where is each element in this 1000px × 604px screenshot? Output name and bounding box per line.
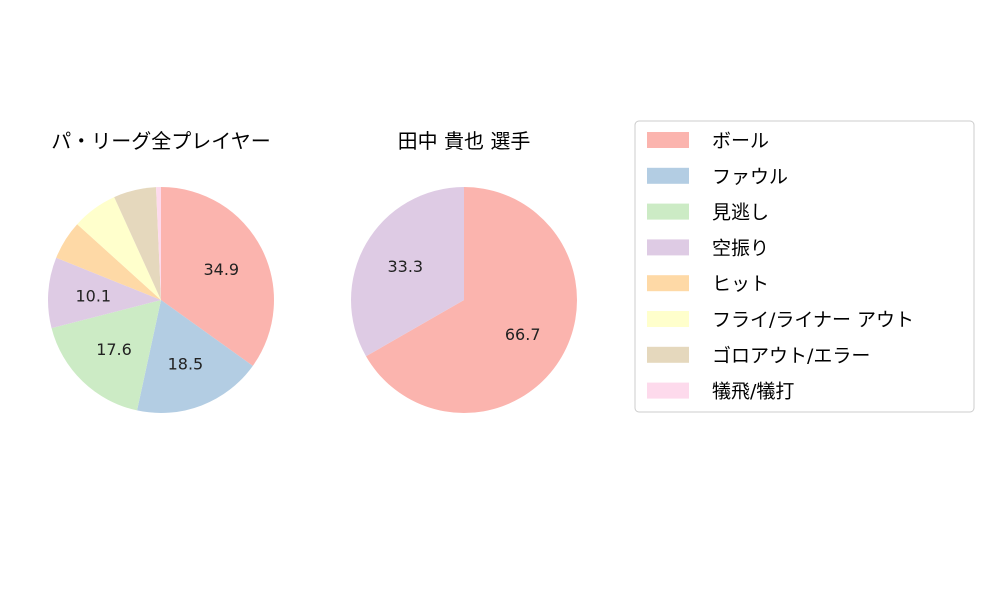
legend-swatch-フライ-ライナー-アウト (647, 311, 689, 327)
pie-slice-ボール (161, 187, 274, 366)
legend-swatch-ゴロアウト-エラー (647, 346, 689, 363)
legend-label-見逃し: 見逃し (712, 202, 769, 224)
legend-swatch-ヒット (647, 275, 689, 292)
data-label-空振り: 10.1 (75, 287, 111, 306)
legend-label-犠飛-犠打: 犠飛/犠打 (712, 381, 794, 403)
pie-slice-空振り (48, 257, 162, 329)
pie-slice-ボール (366, 187, 578, 413)
pie-slice-ヒット (56, 224, 162, 300)
chart-title-player: 田中 貴也 選手 (398, 129, 531, 153)
legend-label-空振り: 空振り (712, 237, 769, 259)
pie-slice-ファウル (137, 300, 253, 413)
pie-slice-ゴロアウト-エラー (114, 187, 161, 300)
pie-slice-犠飛-犠打 (156, 187, 161, 300)
pie-chart-league: パ・リーグ全プレイヤー 34.9 18.5 17.6 10.1 (48, 129, 274, 413)
legend-frame (634, 120, 975, 413)
data-label-空振り: 33.3 (387, 257, 423, 276)
legend-swatch-ボール (647, 132, 689, 148)
data-label-ボール: 34.9 (203, 260, 239, 279)
legend-swatch-犠飛-犠打 (647, 382, 689, 399)
data-label-見逃し: 17.6 (96, 340, 132, 359)
legend-label-ヒット: ヒット (712, 273, 769, 295)
pie-chart-player: 田中 貴也 選手 66.7 33.3 (351, 129, 578, 413)
legend-label-ゴロアウト-エラー: ゴロアウト/エラー (712, 345, 870, 367)
legend-label-ファウル: ファウル (712, 166, 788, 188)
pie-slice-フライ-ライナー-アウト (77, 197, 161, 300)
data-label-ボール: 66.7 (505, 325, 541, 344)
legend-label-ボール: ボール (712, 130, 769, 152)
data-label-ファウル: 18.5 (168, 354, 204, 373)
pie-slice-見逃し (51, 300, 161, 411)
legend-label-フライ-ライナー-アウト: フライ/ライナー アウト (712, 309, 914, 331)
legend-swatch-ファウル (647, 167, 689, 184)
pie-slice-空振り (351, 187, 464, 357)
legend-swatch-空振り (647, 239, 689, 256)
legend-swatch-見逃し (647, 203, 689, 220)
chart-title-league: パ・リーグ全プレイヤー (51, 129, 270, 153)
